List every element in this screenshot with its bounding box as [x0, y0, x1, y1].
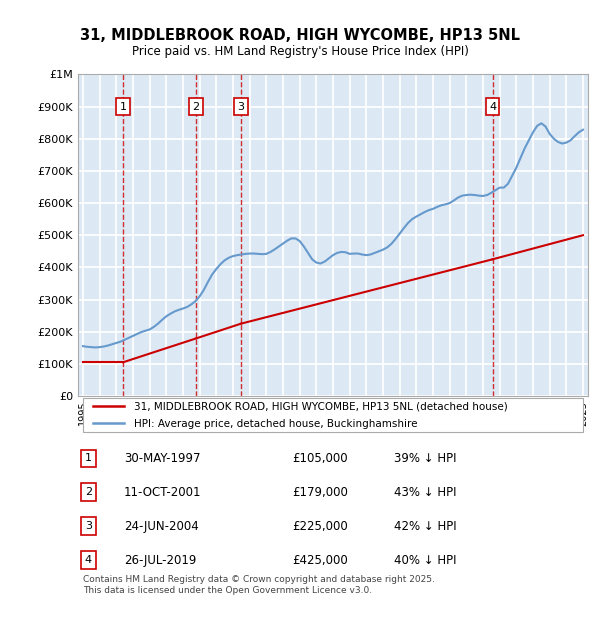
Text: 24-JUN-2004: 24-JUN-2004 — [124, 520, 199, 533]
Text: £425,000: £425,000 — [292, 554, 348, 567]
Text: 43% ↓ HPI: 43% ↓ HPI — [394, 486, 457, 499]
Text: 31, MIDDLEBROOK ROAD, HIGH WYCOMBE, HP13 5NL: 31, MIDDLEBROOK ROAD, HIGH WYCOMBE, HP13… — [80, 28, 520, 43]
Text: 1: 1 — [119, 102, 127, 112]
Text: 31, MIDDLEBROOK ROAD, HIGH WYCOMBE, HP13 5NL (detached house): 31, MIDDLEBROOK ROAD, HIGH WYCOMBE, HP13… — [134, 402, 508, 412]
Text: 2: 2 — [85, 487, 92, 497]
Text: Contains HM Land Registry data © Crown copyright and database right 2025.
This d: Contains HM Land Registry data © Crown c… — [83, 575, 435, 595]
Text: 3: 3 — [238, 102, 245, 112]
Text: 42% ↓ HPI: 42% ↓ HPI — [394, 520, 457, 533]
Text: 40% ↓ HPI: 40% ↓ HPI — [394, 554, 457, 567]
FancyBboxPatch shape — [83, 398, 583, 432]
Text: 30-MAY-1997: 30-MAY-1997 — [124, 452, 200, 465]
Text: 1: 1 — [85, 453, 92, 464]
Text: HPI: Average price, detached house, Buckinghamshire: HPI: Average price, detached house, Buck… — [134, 419, 418, 429]
Text: £105,000: £105,000 — [292, 452, 348, 465]
Text: £225,000: £225,000 — [292, 520, 348, 533]
Text: 4: 4 — [489, 102, 496, 112]
Text: 4: 4 — [85, 555, 92, 565]
Text: 3: 3 — [85, 521, 92, 531]
Text: 39% ↓ HPI: 39% ↓ HPI — [394, 452, 457, 465]
Text: 2: 2 — [193, 102, 200, 112]
Text: £179,000: £179,000 — [292, 486, 348, 499]
Text: 11-OCT-2001: 11-OCT-2001 — [124, 486, 202, 499]
Text: Price paid vs. HM Land Registry's House Price Index (HPI): Price paid vs. HM Land Registry's House … — [131, 45, 469, 58]
Text: 26-JUL-2019: 26-JUL-2019 — [124, 554, 196, 567]
